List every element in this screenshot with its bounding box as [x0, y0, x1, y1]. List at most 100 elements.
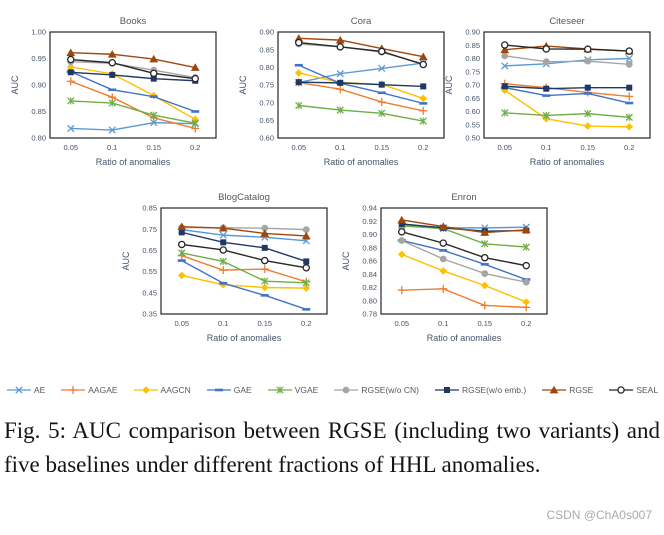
x-axis-label: Ratio of anomalies — [427, 333, 502, 343]
legend-marker-square — [434, 387, 459, 393]
y-tick: 0.60 — [259, 134, 274, 143]
series-AE — [67, 118, 199, 134]
series-GAE — [66, 70, 200, 113]
legend-label: RGSE — [569, 385, 594, 395]
chart-citeseer-svg: Citeseer 0.50 0.55 0.60 0.65 0.70 0.75 0.80 0.85… — [444, 16, 651, 167]
y-tick: 0.35 — [142, 310, 157, 319]
x-tick: 0.15 — [477, 319, 492, 328]
x-tick: 0.15 — [580, 143, 595, 152]
legend-marker-circle-open — [609, 386, 634, 394]
x-axis-label: Ratio of anomalies — [324, 157, 399, 167]
x-tick: 0.05 — [394, 319, 409, 328]
chart-citeseer: Citeseer 0.50 0.55 0.60 0.65 0.70 0.75 0.80 0.85… — [442, 14, 657, 190]
series-RGSE(w/o emb.) — [295, 79, 427, 90]
y-tick: 0.70 — [465, 81, 480, 90]
series-VGAE — [295, 101, 427, 125]
y-tick: 0.95 — [31, 54, 46, 63]
x-tick: 0.05 — [291, 143, 306, 152]
series-RGSE — [500, 41, 634, 55]
y-tick: 0.85 — [31, 107, 46, 116]
chart-title: Books — [120, 16, 147, 27]
x-tick: 0.1 — [107, 143, 117, 152]
x-tick: 0.1 — [438, 319, 448, 328]
y-tick: 0.84 — [362, 270, 377, 279]
x-axis-label: Ratio of anomalies — [96, 157, 171, 167]
series-RGSE — [66, 48, 200, 71]
y-axis-label: AUC — [10, 75, 20, 95]
y-tick: 0.50 — [465, 134, 480, 143]
legend-marker-circle — [334, 386, 359, 394]
chart-enron: Enron 0.78 0.80 0.82 0.84 0.86 0.88 0.90 0.92 0.9… — [339, 190, 554, 366]
x-tick: 0.2 — [190, 143, 200, 152]
chart-title: Enron — [451, 192, 476, 203]
y-tick: 0.75 — [259, 81, 274, 90]
series-GAE — [177, 259, 311, 311]
x-tick: 0.15 — [146, 143, 161, 152]
chart-enron-svg: Enron 0.78 0.80 0.82 0.84 0.86 0.88 0.90 0.92 0.9… — [341, 192, 548, 343]
series-SEAL — [178, 240, 310, 272]
chart-blogcatalog-svg: BlogCatalog 0.35 0.45 0.55 0.65 0.75 0.85 0.05 0… — [121, 192, 328, 343]
y-tick: 0.90 — [259, 28, 274, 37]
y-tick: 0.65 — [142, 246, 157, 255]
series-AAGAE — [397, 284, 531, 312]
x-tick: 0.2 — [521, 319, 531, 328]
series-SEAL — [67, 55, 199, 83]
legend-marker-star — [267, 386, 292, 394]
x-tick: 0.05 — [174, 319, 189, 328]
y-tick: 0.75 — [465, 67, 480, 76]
y-tick: 0.75 — [142, 225, 157, 234]
y-tick: 0.92 — [362, 217, 377, 226]
y-tick: 0.85 — [465, 41, 480, 50]
y-axis-label: AUC — [444, 75, 454, 95]
y-tick: 0.88 — [362, 243, 377, 252]
x-tick: 0.1 — [218, 319, 228, 328]
legend-item-AAGCN: AAGCN — [133, 384, 191, 396]
series-RGSE — [177, 222, 311, 240]
chart-cora: Cora 0.60 0.65 0.70 0.75 0.80 0.85 0.90 0.05 0.1 0… — [236, 14, 451, 190]
series-VGAE — [178, 249, 310, 287]
x-tick: 0.1 — [335, 143, 345, 152]
series-RGSE(w/o emb.) — [501, 83, 633, 92]
chart-books: Books 0.80 0.85 0.90 0.95 1.00 0.05 0.1 0.15 0.2 A… — [8, 14, 223, 190]
x-tick: 0.2 — [301, 319, 311, 328]
legend-label: VGAE — [294, 385, 319, 395]
x-tick: 0.2 — [624, 143, 634, 152]
y-tick: 0.55 — [142, 267, 157, 276]
legend-label: AAGCN — [160, 385, 191, 395]
y-tick: 0.70 — [259, 98, 274, 107]
y-tick: 0.90 — [362, 230, 377, 239]
legend-marker-plus — [61, 386, 86, 394]
legend-item-VGAE: VGAE — [267, 384, 319, 396]
y-tick: 0.65 — [465, 94, 480, 103]
legend-label: AAGAE — [88, 385, 118, 395]
x-tick: 0.2 — [418, 143, 428, 152]
chart-title: Cora — [351, 16, 372, 27]
chart-books-svg: Books 0.80 0.85 0.90 0.95 1.00 0.05 0.1 0.15 0.2 A… — [10, 16, 217, 167]
y-tick: 0.90 — [465, 28, 480, 37]
series-RGSE(w/o CN) — [501, 52, 633, 68]
y-tick: 0.85 — [142, 204, 157, 213]
legend-item-AE: AE — [6, 384, 45, 396]
y-tick: 0.45 — [142, 288, 157, 297]
legend-item-SEAL: SEAL — [608, 384, 658, 396]
legend-item-RGSE: RGSE — [541, 384, 593, 396]
legend-item-GAE: GAE — [206, 384, 252, 396]
legend-marker-triangle — [542, 385, 567, 394]
y-tick: 0.78 — [362, 310, 377, 319]
legend: AE AAGAE AAGCN GAE VGAE RGSE(w/o CN) RGSE(w/o … — [0, 384, 664, 396]
series-RGSE(w/o emb.) — [178, 229, 310, 265]
legend-label: RGSE(w/o CN) — [361, 385, 419, 395]
series-RGSE(w/o CN) — [398, 237, 530, 286]
legend-item-RGSE(w/o emb.): RGSE(w/o emb.) — [434, 384, 526, 396]
y-tick: 0.55 — [465, 120, 480, 129]
y-tick: 0.94 — [362, 204, 377, 213]
legend-marker-x — [6, 386, 31, 394]
chart-cora-svg: Cora 0.60 0.65 0.70 0.75 0.80 0.85 0.90 0.05 0.1 0… — [238, 16, 445, 167]
series-AAGAE — [66, 77, 200, 133]
chart-blogcatalog: BlogCatalog 0.35 0.45 0.55 0.65 0.75 0.85 0.05 0… — [119, 190, 334, 366]
y-tick: 1.00 — [31, 28, 46, 37]
y-tick: 0.65 — [259, 116, 274, 125]
series-SEAL — [501, 41, 633, 55]
y-tick: 0.85 — [259, 45, 274, 54]
y-axis-label: AUC — [121, 251, 131, 271]
